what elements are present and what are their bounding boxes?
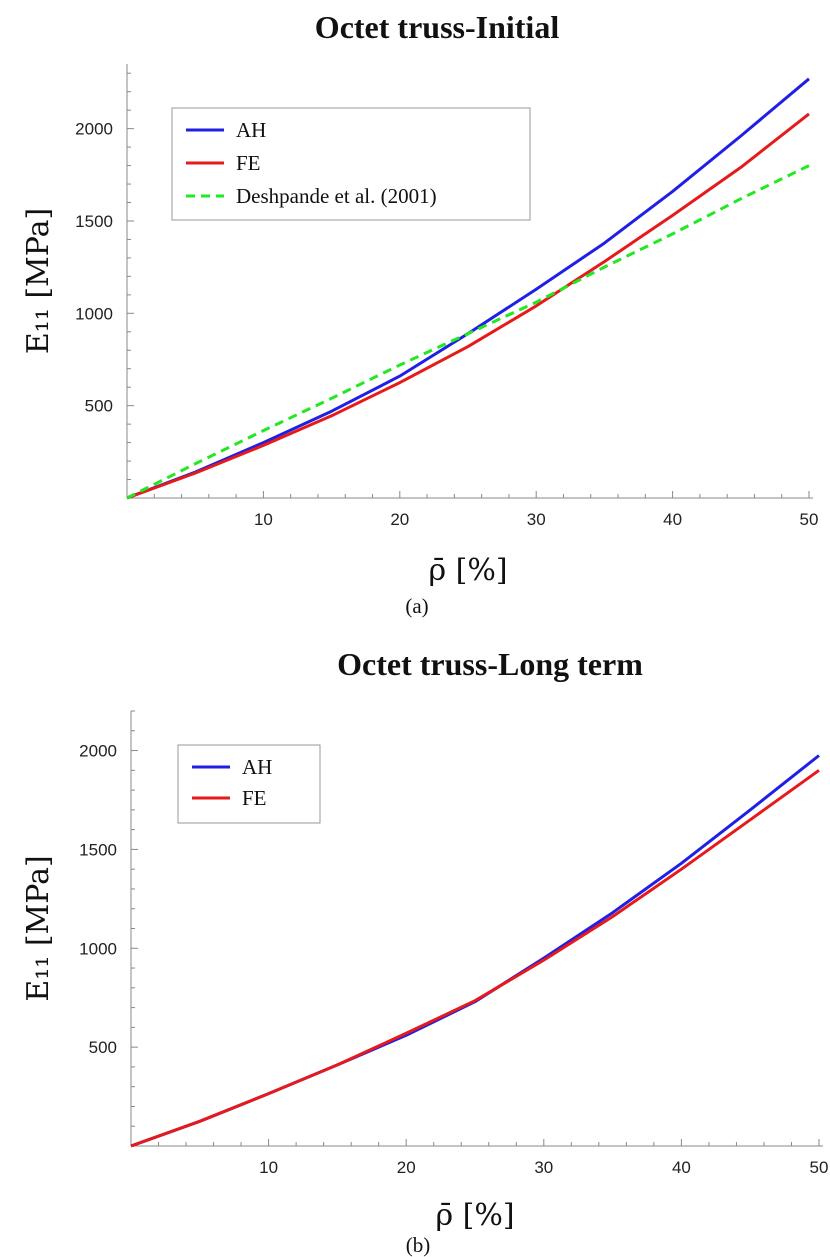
legend-label: Deshpande et al. (2001) xyxy=(236,184,437,208)
x-axis-label: ρ̄ [%] xyxy=(435,1198,514,1233)
y-tick-label: 2000 xyxy=(79,742,117,761)
panel-caption: (a) xyxy=(405,594,428,618)
x-tick-label: 20 xyxy=(397,1158,416,1177)
series-line-deshpande xyxy=(126,164,810,500)
legend-label: FE xyxy=(242,786,267,810)
x-tick-label: 20 xyxy=(390,510,409,529)
y-tick-label: 500 xyxy=(85,397,113,416)
legend-label: AH xyxy=(242,755,272,779)
y-tick-label: 1500 xyxy=(75,212,113,231)
legend-box xyxy=(171,107,531,221)
legend: AH FE Deshpande et al. (2001) xyxy=(171,107,531,221)
chart-title: Octet truss-Initial xyxy=(315,9,560,45)
x-tick-label: 50 xyxy=(810,1158,829,1177)
chart-title: Octet truss-Long term xyxy=(337,646,643,682)
x-tick-label: 30 xyxy=(534,1158,553,1177)
legend-label: AH xyxy=(236,118,266,142)
x-tick-label: 50 xyxy=(800,510,819,529)
x-tick-label: 30 xyxy=(527,510,546,529)
x-tick-label: 40 xyxy=(663,510,682,529)
x-tick-label: 40 xyxy=(672,1158,691,1177)
legend-label: FE xyxy=(236,151,261,175)
y-tick-label: 500 xyxy=(89,1038,117,1057)
y-axis-label: E₁₁ [MPa] xyxy=(21,855,56,1001)
y-tick-label: 2000 xyxy=(75,120,113,139)
legend: AH FE xyxy=(177,744,321,824)
y-tick-label: 1000 xyxy=(75,304,113,323)
chart-panel-a: Octet truss-Initial 10 20 30 40 50 500 1000 1500… xyxy=(21,9,818,618)
legend-box xyxy=(177,744,321,824)
series-line-fe xyxy=(130,769,820,1148)
x-tick-label: 10 xyxy=(254,510,273,529)
x-tick-label: 10 xyxy=(259,1158,278,1177)
x-axis-label: ρ̄ [%] xyxy=(428,553,507,588)
panel-caption: (b) xyxy=(406,1233,431,1257)
chart-panel-b: Octet truss-Long term 10 20 30 40 50 500 1000 15… xyxy=(21,646,828,1257)
y-axis-label: E₁₁ [MPa] xyxy=(21,208,56,354)
series-line-fe xyxy=(126,112,810,500)
y-tick-label: 1500 xyxy=(79,840,117,859)
y-tick-label: 1000 xyxy=(79,939,117,958)
